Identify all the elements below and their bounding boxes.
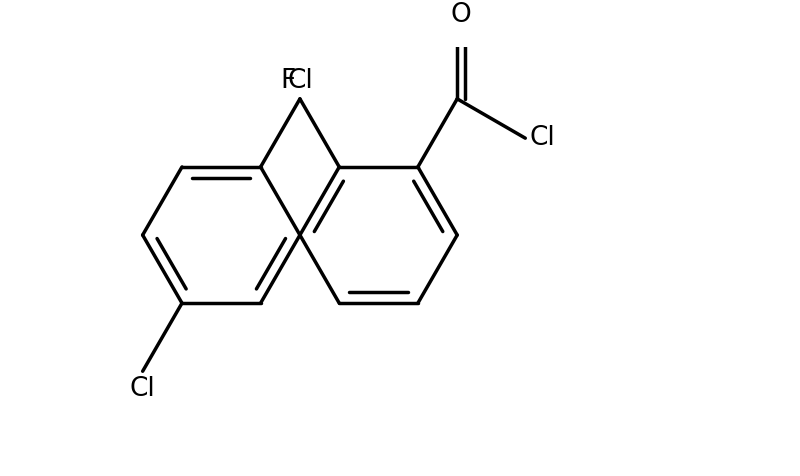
Text: O: O	[451, 1, 471, 28]
Text: F: F	[280, 69, 295, 94]
Text: Cl: Cl	[287, 69, 313, 94]
Text: Cl: Cl	[530, 125, 555, 151]
Text: Cl: Cl	[130, 376, 155, 402]
